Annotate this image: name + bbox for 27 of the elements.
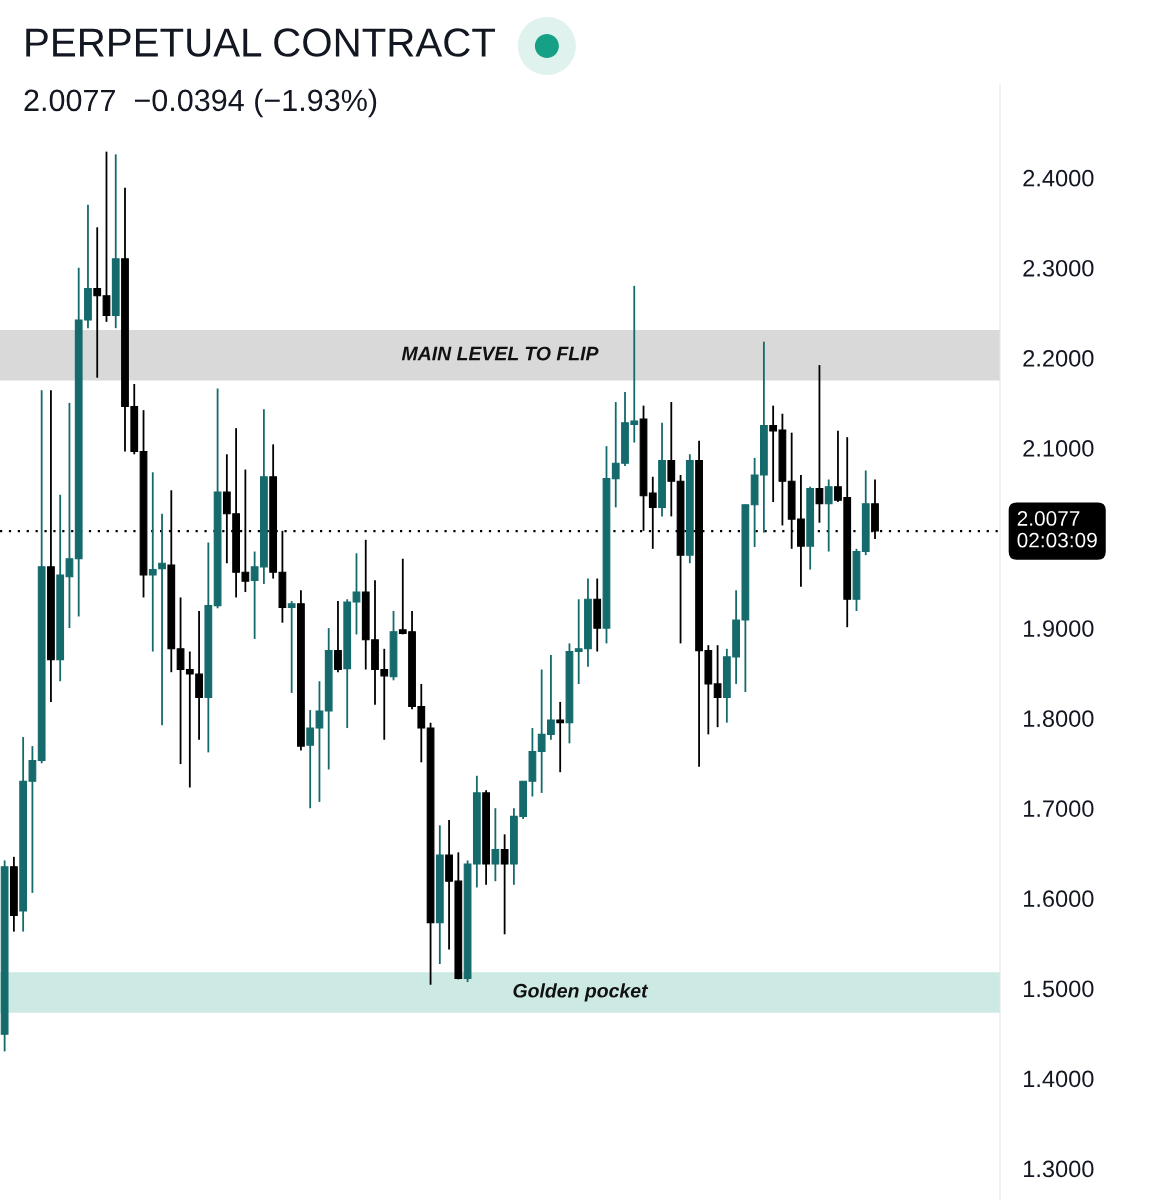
- candlestick: [556, 701, 565, 774]
- y-tick-label: 2.3000: [1023, 259, 1094, 277]
- band-label: MAIN LEVEL TO FLIP: [401, 346, 599, 361]
- y-tick-label: 1.8000: [1024, 710, 1094, 727]
- band-label: Golden pocket: [513, 983, 649, 1002]
- candlestick: [824, 478, 833, 553]
- candlestick: [148, 471, 157, 653]
- candlestick: [491, 807, 500, 883]
- y-tick-label: 1.3000: [1024, 1160, 1094, 1178]
- y-tick-label: 2.2000: [1023, 349, 1094, 367]
- candlestick: [815, 364, 824, 524]
- y-tick-label: 1.9000: [1024, 620, 1094, 637]
- chart-subtitle: 2.0077 −0.0394 (−1.93%): [24, 88, 377, 118]
- candlestick: [334, 600, 342, 674]
- chart-title: PERPETUAL CONTRACT: [26, 28, 496, 57]
- y-tick-label: 2.4000: [1023, 169, 1094, 187]
- y-tick-label: 1.6000: [1024, 890, 1094, 908]
- candlestick: [500, 833, 509, 936]
- y-tick-label: 2.1000: [1023, 440, 1094, 457]
- candlestick: [713, 644, 722, 729]
- y-tick-label: 1.7000: [1024, 800, 1094, 818]
- candlestick: [287, 600, 296, 694]
- ref-line-label: 2.0077 02:03:09: [1017, 511, 1097, 548]
- candlestick: [667, 401, 676, 518]
- y-tick-label: 1.5000: [1024, 980, 1094, 998]
- y-tick-label: 1.4000: [1024, 1070, 1094, 1088]
- candlestick: [158, 512, 166, 727]
